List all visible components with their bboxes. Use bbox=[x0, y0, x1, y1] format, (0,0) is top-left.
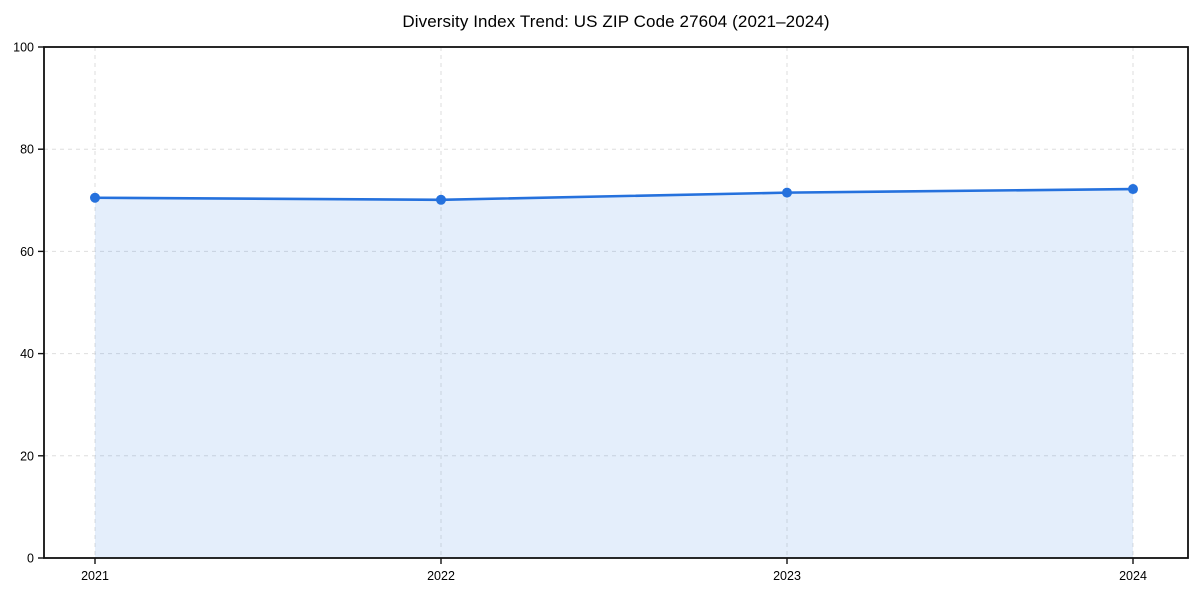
data-point-2023 bbox=[782, 187, 792, 198]
trend-line bbox=[93, 187, 1135, 202]
chart-title: Diversity Index Trend: US ZIP Code 27604… bbox=[402, 12, 830, 31]
data-point-2021 bbox=[90, 192, 100, 203]
data-point-2022 bbox=[436, 194, 446, 205]
y-tick-label: 80 bbox=[20, 143, 34, 157]
y-tick-label: 40 bbox=[20, 347, 34, 361]
y-tick-label: 100 bbox=[13, 41, 34, 55]
x-tick-label: 2023 bbox=[773, 569, 801, 583]
area-fill bbox=[95, 189, 1133, 559]
y-tick-label: 60 bbox=[20, 245, 34, 259]
x-tick-label: 2024 bbox=[1119, 569, 1147, 583]
y-tick-label: 20 bbox=[20, 449, 34, 463]
y-tick-label: 0 bbox=[27, 552, 34, 566]
plot-frame bbox=[43, 46, 1189, 559]
data-point-2024 bbox=[1128, 184, 1138, 195]
x-tick-label: 2021 bbox=[81, 569, 109, 583]
x-tick-label: 2022 bbox=[427, 569, 455, 583]
